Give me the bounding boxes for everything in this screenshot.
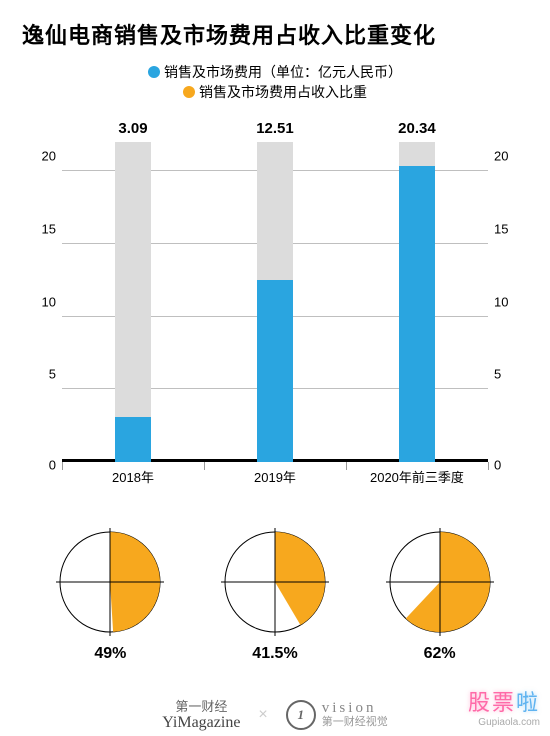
ytick-right: 20: [494, 149, 518, 164]
bar-group: 3.092018年: [62, 142, 204, 462]
ytick-left: 15: [32, 221, 56, 236]
pie-item: 62%: [365, 527, 515, 663]
pie-item: 41.5%: [200, 527, 350, 663]
bar-value-label: 3.09: [118, 120, 147, 137]
bar-value-label: 12.51: [256, 120, 294, 137]
watermark-a: 股票: [468, 690, 516, 715]
pie-chart: [55, 527, 165, 637]
ytick-right: 0: [494, 458, 518, 473]
pie-label: 62%: [365, 645, 515, 663]
bar-group: 12.512019年: [204, 142, 346, 462]
watermark-b: 啦: [516, 690, 540, 715]
pie-label: 41.5%: [200, 645, 350, 663]
bar-background: [115, 142, 151, 462]
ytick-left: 5: [32, 367, 56, 382]
ytick-right: 5: [494, 367, 518, 382]
ytick-left: 0: [32, 458, 56, 473]
x-axis-label: 2019年: [254, 467, 296, 486]
legend-label-1: 销售及市场费用（单位：亿元人民币）: [164, 62, 402, 82]
bar-group: 20.342020年前三季度: [346, 142, 488, 462]
ytick-left: 20: [32, 149, 56, 164]
ytick-right: 10: [494, 294, 518, 309]
pie-item: 49%: [35, 527, 185, 663]
vision-logo: 1 vision 第一财经视觉: [286, 700, 388, 730]
vision-cn: 第一财经视觉: [322, 715, 388, 729]
yimag-cn: 第一财经: [162, 699, 240, 715]
separator-icon: ×: [258, 706, 267, 724]
ytick-left: 10: [32, 294, 56, 309]
bar: [115, 417, 151, 462]
legend-label-2: 销售及市场费用占收入比重: [199, 82, 367, 102]
yimagazine-logo: 第一财经 YiMagazine: [162, 699, 240, 731]
pie-chart: [385, 527, 495, 637]
bar-chart: 00551010151520203.092018年12.512019年20.34…: [20, 112, 530, 492]
legend: 销售及市场费用（单位：亿元人民币） 销售及市场费用占收入比重: [0, 62, 550, 102]
bar-value-label: 20.34: [398, 120, 436, 137]
pie-chart: [220, 527, 330, 637]
legend-dot-2: [183, 86, 195, 98]
pie-label: 49%: [35, 645, 185, 663]
chart-title: 逸仙电商销售及市场费用占收入比重变化: [0, 0, 550, 62]
legend-item-series2: 销售及市场费用占收入比重: [0, 82, 550, 102]
bar: [399, 166, 435, 462]
x-axis-label: 2020年前三季度: [370, 467, 464, 486]
bar: [257, 280, 293, 462]
vision-icon: 1: [286, 700, 316, 730]
watermark-sub: Gupiaola.com: [468, 717, 540, 728]
pie-row: 49% 41.5% 62%: [28, 527, 522, 663]
yimag-en: YiMagazine: [162, 715, 240, 731]
ytick-right: 15: [494, 221, 518, 236]
vision-en: vision: [322, 701, 388, 715]
x-axis-label: 2018年: [112, 467, 154, 486]
legend-dot-1: [148, 66, 160, 78]
legend-item-series1: 销售及市场费用（单位：亿元人民币）: [0, 62, 550, 82]
watermark: 股票啦 Gupiaola.com: [468, 685, 540, 728]
